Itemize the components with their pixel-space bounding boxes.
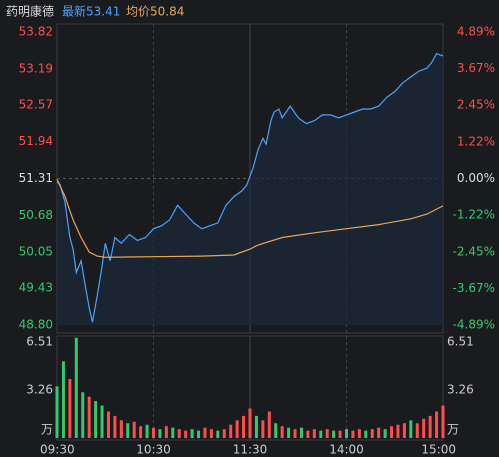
volume-bar <box>325 429 329 438</box>
volume-bar <box>68 379 72 438</box>
y2-tick-label: -4.89% <box>453 318 495 332</box>
y2-tick-label: 0.00% <box>457 171 495 185</box>
x-tick-label: 11:30 <box>233 443 268 457</box>
volume-bar <box>415 423 419 438</box>
volume-bar <box>106 411 110 438</box>
y2-tick-label: -3.67% <box>453 281 495 295</box>
volume-bar <box>293 429 297 438</box>
volume-bar <box>209 429 213 438</box>
volume-bar <box>190 429 194 438</box>
volume-bar <box>184 430 188 438</box>
volume-bar <box>177 429 181 438</box>
volume-bar <box>229 424 233 438</box>
volume-bar <box>203 427 207 438</box>
volume-bar <box>357 429 361 438</box>
volume-bar <box>74 337 78 438</box>
volume-bar <box>158 429 162 438</box>
volume-bar <box>81 392 85 438</box>
y-tick-label: 49.43 <box>19 281 53 295</box>
y-tick-label: 50.68 <box>19 208 53 222</box>
volume-bar <box>152 427 155 438</box>
x-tick-label: 10:30 <box>136 443 171 457</box>
volume-bar <box>242 415 246 438</box>
volume-bar <box>222 429 226 438</box>
x-tick-label: 15:00 <box>421 443 456 457</box>
y-tick-label: 52.57 <box>19 97 53 111</box>
volume-bar <box>132 421 136 438</box>
volume-bar <box>280 426 284 438</box>
volume-bar <box>364 430 368 438</box>
volume-bar <box>261 420 265 438</box>
volume-bar <box>139 426 143 438</box>
volume-bar <box>87 396 91 438</box>
volume-bar <box>435 411 439 438</box>
y2-tick-label: -2.45% <box>453 244 495 258</box>
y-tick-label: 51.31 <box>19 171 53 185</box>
volume-bar <box>267 411 271 438</box>
y2-tick-label: 3.67% <box>457 61 495 75</box>
y2-tick-label: 1.22% <box>457 134 495 148</box>
y-tick-label: 50.05 <box>19 245 53 259</box>
volume-bar <box>274 423 278 438</box>
y-tick-label: 3.26 <box>447 382 474 396</box>
volume-bar <box>370 429 374 438</box>
volume-bar <box>235 420 239 438</box>
volume-bar <box>319 430 323 438</box>
volume-bar <box>299 427 303 438</box>
average-price: 均价50.84 <box>126 5 184 19</box>
volume-bar <box>100 405 104 438</box>
volume-bar <box>312 429 316 438</box>
volume-bar <box>338 430 342 438</box>
volume-bar <box>287 427 291 438</box>
volume-bar <box>422 418 426 438</box>
volume-bar <box>164 426 168 438</box>
volume-bar <box>119 420 123 438</box>
volume-bar <box>441 405 445 438</box>
volume-bar <box>306 430 310 438</box>
volume-bar <box>332 430 336 438</box>
y-tick-label: 53.82 <box>19 25 53 39</box>
y2-tick-label: -1.22% <box>453 208 495 222</box>
y-unit: 万 <box>447 423 459 437</box>
series-line <box>56 52 444 323</box>
volume-bar <box>396 424 400 438</box>
volume-bar <box>113 415 117 438</box>
y-tick-label: 53.19 <box>19 61 53 75</box>
y-tick-label: 51.94 <box>19 134 53 148</box>
volume-bar <box>351 430 355 438</box>
volume-bar <box>55 386 59 438</box>
volume-bar <box>171 427 175 438</box>
volume-bar <box>345 429 348 438</box>
volume-bar <box>216 430 220 438</box>
volume-bar <box>428 415 432 438</box>
y-tick-label: 6.51 <box>447 335 474 349</box>
stock-name: 药明康德 <box>6 4 54 19</box>
volume-bar <box>390 426 394 438</box>
volume-bar <box>145 424 149 438</box>
y-tick-label: 3.26 <box>26 382 53 396</box>
volume-bar <box>409 420 413 438</box>
y-tick-label: 6.51 <box>26 335 53 349</box>
volume-bar <box>61 361 65 438</box>
volume-bar <box>402 423 406 438</box>
volume-bar <box>377 427 381 438</box>
volume-bar <box>383 429 387 438</box>
volume-bar <box>197 430 201 438</box>
x-tick-label: 09:30 <box>40 443 75 457</box>
volume-bar <box>248 408 252 438</box>
series-line <box>56 178 444 258</box>
y-unit: 万 <box>41 423 53 437</box>
volume-bar <box>94 401 98 438</box>
y-tick-label: 48.80 <box>19 318 53 332</box>
x-tick-label: 14:00 <box>329 443 364 457</box>
volume-bar <box>254 415 258 438</box>
y2-tick-label: 4.89% <box>457 25 495 39</box>
latest-price: 最新53.41 <box>62 4 120 19</box>
volume-bar <box>126 423 130 438</box>
y2-tick-label: 2.45% <box>457 98 495 112</box>
